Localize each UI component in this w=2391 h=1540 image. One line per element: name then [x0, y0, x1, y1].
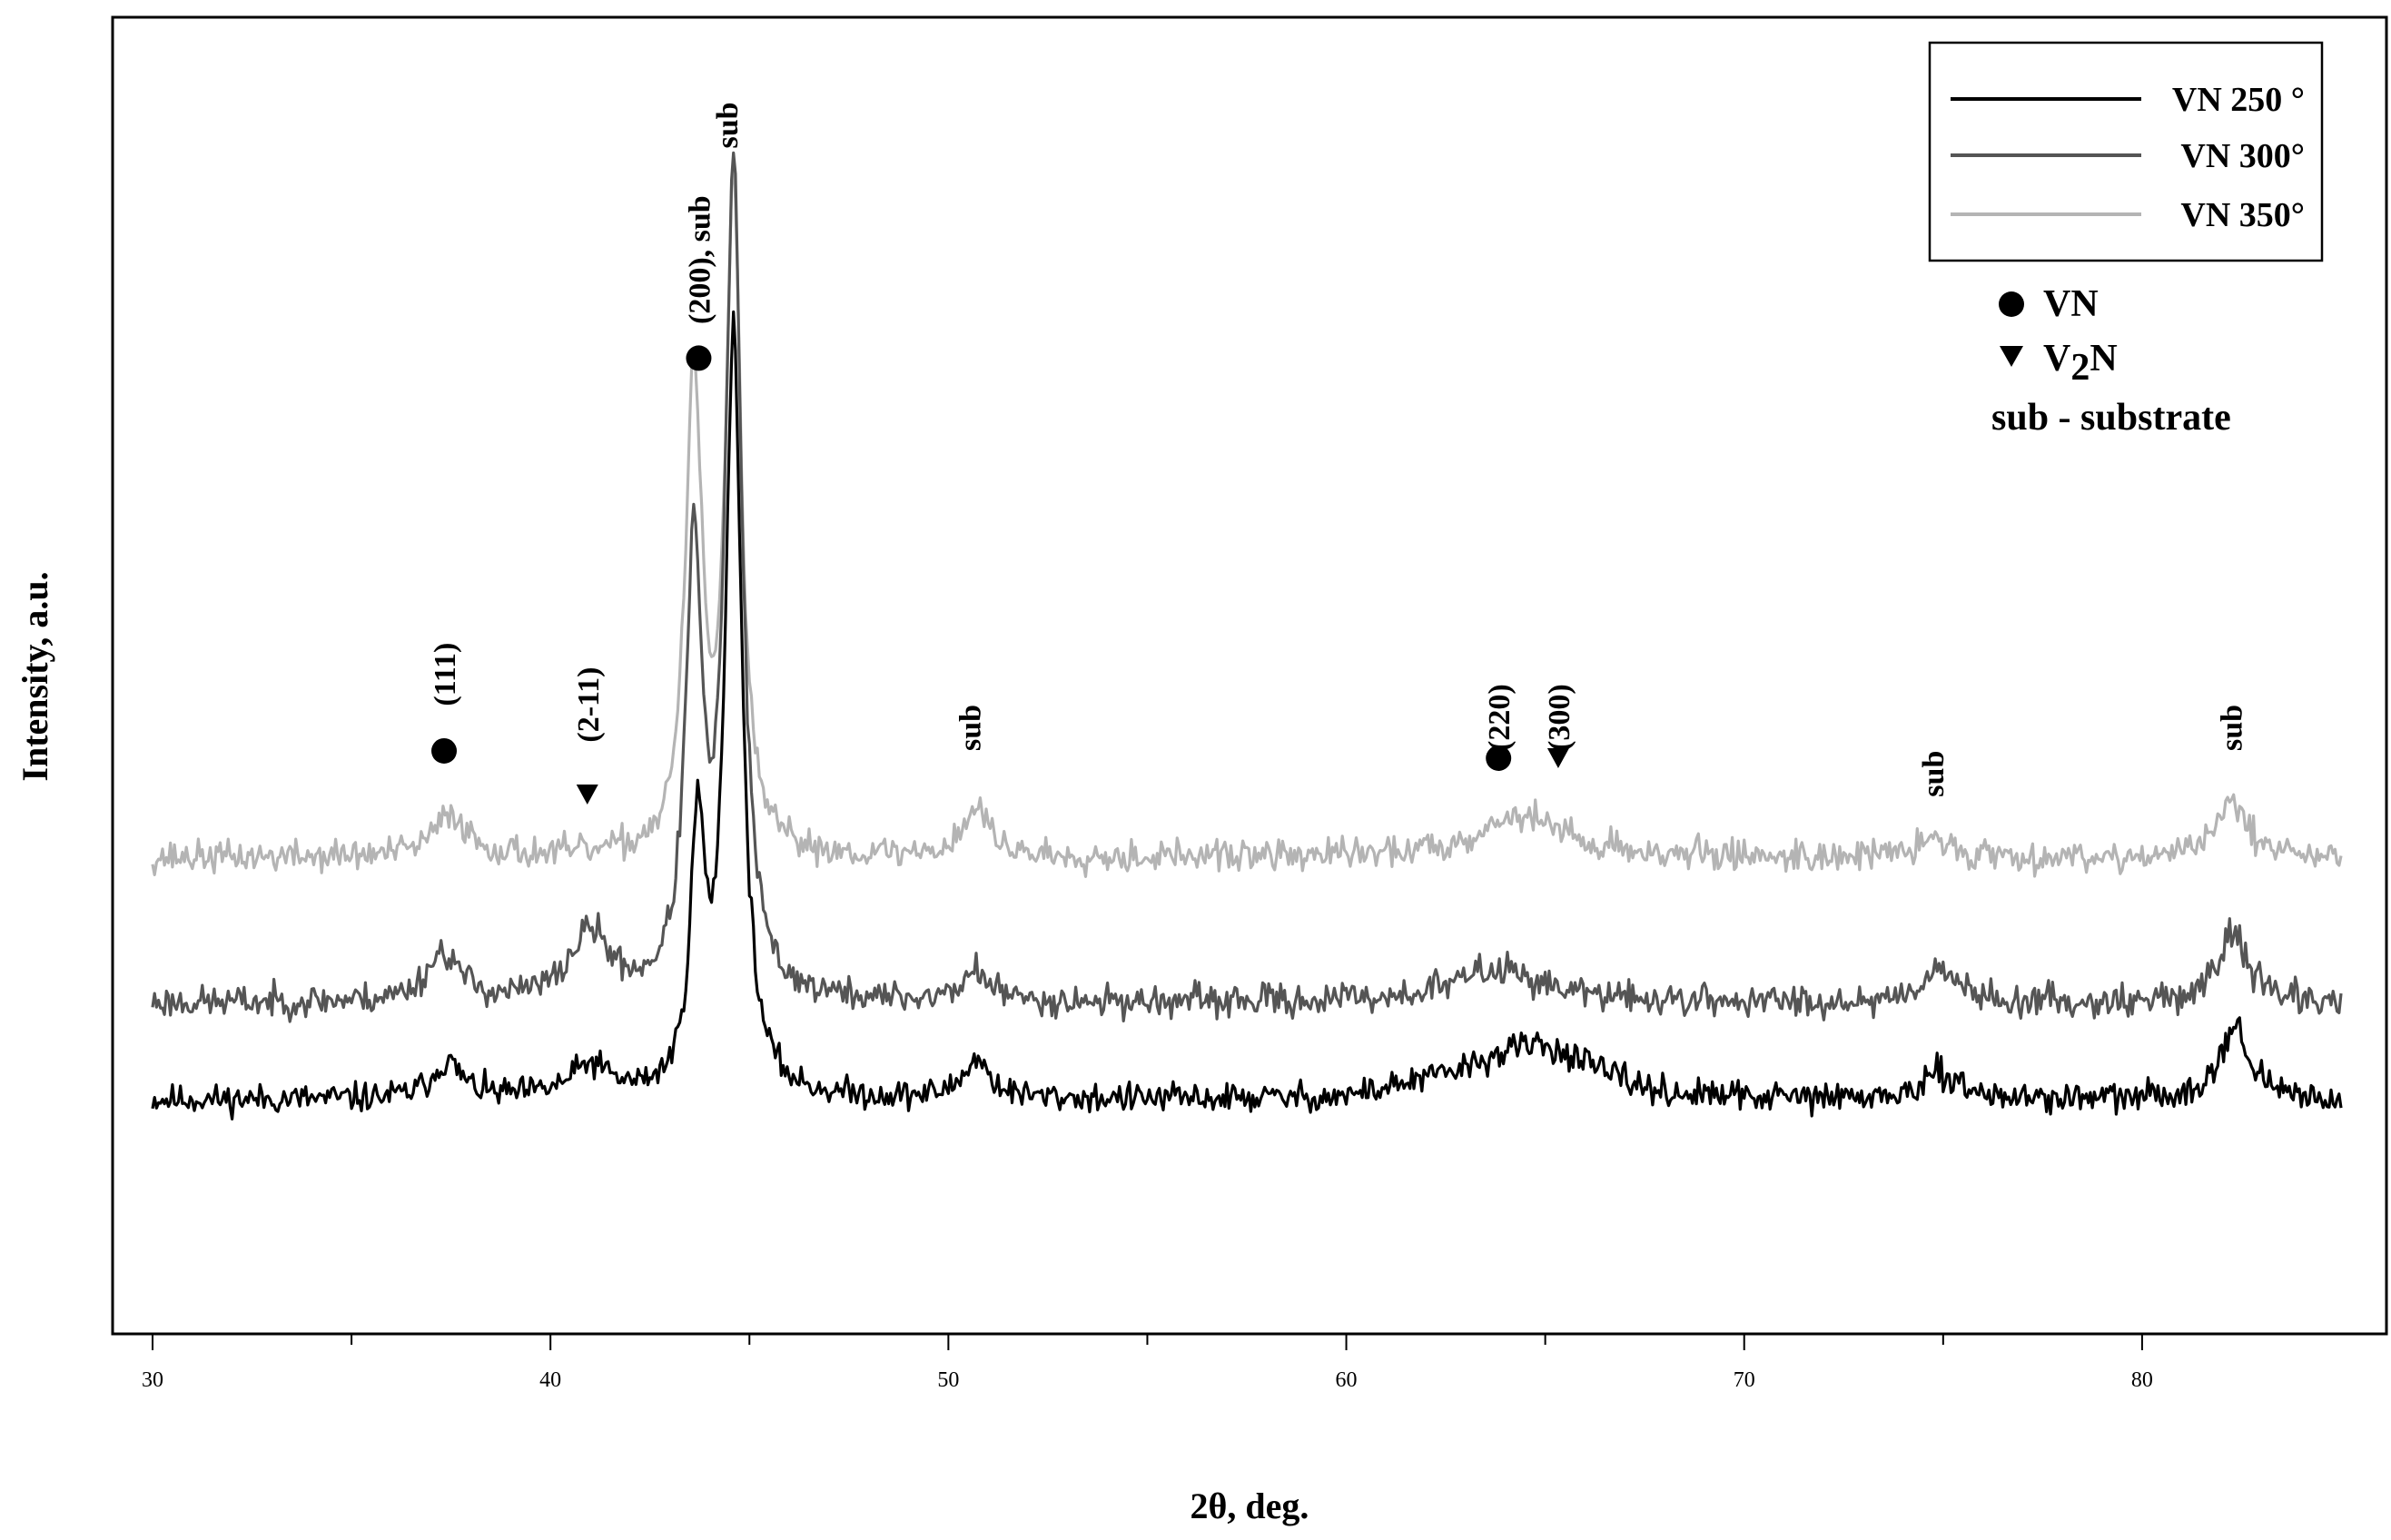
legend-label-vn-300: VN 300° — [2180, 137, 2305, 175]
phase-key-v2n-main: V — [2043, 338, 2070, 380]
peak-label-3: sub — [711, 102, 745, 148]
x-tick-label-70: 70 — [1734, 1368, 1755, 1392]
x-axis-title: 2θ, deg. — [1191, 1486, 1309, 1526]
peak-marker-triangle-icon — [1546, 747, 1569, 768]
legend: VN 250 ° VN 300° VN 350° — [1928, 41, 2324, 262]
legend-box — [1928, 41, 2324, 262]
x-tick-label-30: 30 — [142, 1368, 163, 1392]
x-tick-label-60: 60 — [1336, 1368, 1358, 1392]
series-layer — [151, 151, 2343, 1120]
peak-label-6: (300) — [1543, 684, 1576, 751]
phase-key-v2n-end: N — [2090, 338, 2117, 380]
peak-label-4: sub — [953, 705, 987, 751]
series-line-vn-350 — [151, 159, 2343, 878]
phase-key-label-vn: VN — [2043, 283, 2099, 325]
x-tick-label-40: 40 — [539, 1368, 561, 1392]
peak-label-0: (111) — [429, 643, 462, 706]
series-line-vn-300 — [151, 151, 2343, 1023]
phase-key-label-v2n: V2N — [2043, 338, 2118, 389]
y-axis-title: Intensity, a.u. — [15, 571, 55, 781]
x-axis: 30 40 50 60 70 80 — [142, 1334, 2153, 1392]
phase-key-triangle-icon — [2000, 346, 2023, 367]
peak-label-2: (200), sub — [684, 195, 717, 324]
peak-label-7: sub — [1917, 751, 1951, 797]
peak-marker-circle-icon — [431, 737, 458, 764]
phase-key: VN V2N sub - substrate — [1991, 283, 2231, 439]
phase-key-circle-icon — [1999, 291, 2024, 317]
peak-label-5: (220) — [1483, 684, 1517, 751]
x-tick-label-80: 80 — [2131, 1368, 2153, 1392]
legend-label-vn-250: VN 250 ° — [2172, 81, 2305, 119]
annotation-layer: (111) (2-11) (200), sub sub sub (220) (300) sub… — [429, 102, 2249, 805]
phase-key-v2n-sub: 2 — [2070, 347, 2090, 389]
x-tick-label-50: 50 — [937, 1368, 959, 1392]
peak-marker-circle-icon — [1486, 745, 1512, 771]
peak-label-1: (2-11) — [572, 667, 606, 743]
phase-key-label-substrate: sub - substrate — [1991, 397, 2231, 439]
peak-marker-triangle-icon — [576, 785, 598, 805]
plot-frame — [111, 15, 2388, 1336]
series-line-vn-250 — [151, 310, 2343, 1120]
legend-label-vn-350: VN 350° — [2180, 196, 2305, 234]
peak-marker-circle-icon — [686, 345, 712, 371]
peak-label-8: sub — [2216, 705, 2249, 751]
